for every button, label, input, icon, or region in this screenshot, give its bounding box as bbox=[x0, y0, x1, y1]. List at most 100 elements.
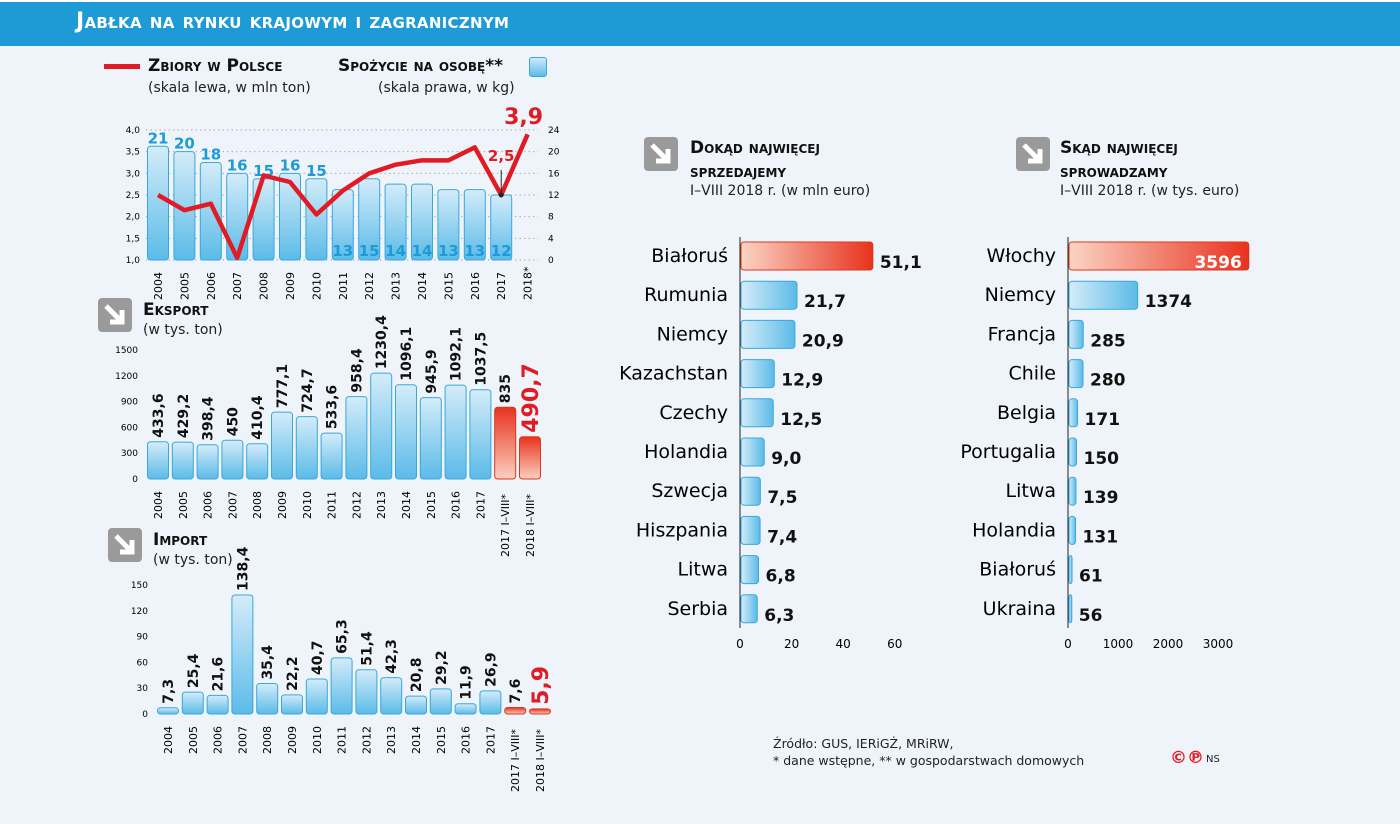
bar-value-label: 7,5 bbox=[767, 488, 797, 508]
bar bbox=[740, 515, 761, 545]
x-tick-label: 2005 bbox=[187, 726, 200, 754]
x-tick-label: 2007 bbox=[236, 726, 249, 754]
x-tick-label: 2006 bbox=[212, 726, 225, 754]
bar-value-label: 285 bbox=[1090, 331, 1126, 351]
bar bbox=[740, 437, 765, 467]
bar bbox=[1068, 359, 1084, 389]
x-tick-label: 2016 bbox=[460, 726, 473, 754]
bar-value-label: 13 bbox=[464, 242, 485, 260]
x-tick-label: 20 bbox=[784, 637, 799, 651]
category-label: Włochy bbox=[986, 245, 1056, 267]
category-label: Rumunia bbox=[644, 284, 728, 306]
bar-value-label: 65,3 bbox=[335, 619, 351, 654]
bar bbox=[1068, 515, 1077, 545]
bar-value-label: 13 bbox=[438, 242, 459, 260]
y-left-tick-label: 2,0 bbox=[126, 213, 141, 223]
bar bbox=[740, 594, 758, 624]
bar bbox=[330, 657, 353, 715]
bar-value-label: 5,9 bbox=[529, 666, 554, 705]
bar-value-label: 13 bbox=[332, 242, 353, 260]
x-tick-label: 2009 bbox=[276, 491, 289, 519]
bar-value-label: 12,9 bbox=[781, 371, 823, 391]
bar-value-label: 56 bbox=[1079, 606, 1103, 626]
category-label: Hiszpania bbox=[636, 519, 728, 541]
x-tick-label: 2016 bbox=[469, 272, 482, 300]
category-label: Belgia bbox=[997, 402, 1056, 424]
y-tick-label: 0 bbox=[142, 710, 148, 720]
bar bbox=[384, 183, 407, 261]
bar-value-label: 6,3 bbox=[764, 606, 794, 626]
bar bbox=[196, 444, 219, 480]
category-label: Białoruś bbox=[979, 559, 1056, 581]
y-tick-label: 1500 bbox=[115, 346, 138, 356]
bar bbox=[345, 396, 368, 480]
line-point bbox=[498, 192, 504, 198]
bar-value-label: 139 bbox=[1083, 488, 1119, 508]
bar-value-label: 21 bbox=[148, 129, 169, 147]
x-tick-label: 2014 bbox=[416, 272, 429, 300]
bar bbox=[504, 706, 527, 715]
y-tick-label: 900 bbox=[121, 398, 138, 408]
bar-value-label: 20 bbox=[174, 135, 195, 153]
import-title: Import bbox=[153, 530, 208, 550]
source-line-1: Źródło: GUS, IERiGŻ, MRiRW, bbox=[773, 736, 954, 751]
bar bbox=[279, 172, 301, 261]
x-tick-label: 2017 I–VIII* bbox=[499, 494, 512, 557]
bar-value-label: 1037,5 bbox=[473, 332, 489, 386]
bar-value-label: 777,1 bbox=[275, 364, 291, 408]
bar bbox=[305, 678, 328, 715]
x-tick-label: 2017 I–VIII* bbox=[509, 729, 522, 792]
bar bbox=[147, 441, 169, 480]
x-tick-label: 2006 bbox=[205, 272, 218, 300]
bar bbox=[1068, 241, 1250, 271]
bar bbox=[295, 416, 318, 480]
export-dest-title: Dokąd najwięcej sprzedajemy bbox=[690, 138, 820, 182]
x-tick-label: 2008 bbox=[258, 272, 271, 300]
x-tick-label: 60 bbox=[887, 637, 902, 651]
category-label: Niemcy bbox=[985, 284, 1056, 306]
export-subtitle: (w tys. ton) bbox=[143, 322, 223, 338]
category-label: Holandia bbox=[972, 519, 1056, 541]
bar bbox=[419, 397, 442, 480]
bar bbox=[740, 319, 796, 349]
x-tick-label: 2005 bbox=[178, 272, 191, 300]
bar-value-label: 433,6 bbox=[151, 393, 167, 437]
bar-value-label: 51,4 bbox=[359, 631, 375, 666]
y-tick-label: 1200 bbox=[115, 372, 138, 382]
bar bbox=[1068, 555, 1073, 585]
x-tick-label: 2017 bbox=[474, 491, 487, 519]
bar-value-label: 533,6 bbox=[325, 385, 341, 429]
bar bbox=[355, 669, 378, 715]
bar bbox=[1068, 319, 1084, 349]
y-right-tick-label: 16 bbox=[548, 169, 560, 179]
x-tick-label: 2000 bbox=[1153, 637, 1184, 651]
y-tick-label: 300 bbox=[121, 449, 138, 459]
bar-value-label: 14 bbox=[385, 242, 406, 260]
x-tick-label: 1000 bbox=[1103, 637, 1134, 651]
bar-value-label: 15 bbox=[306, 162, 327, 180]
y-tick-label: 600 bbox=[121, 423, 138, 433]
bar-value-label: 1374 bbox=[1145, 292, 1192, 312]
bar-value-label: 21,6 bbox=[211, 657, 227, 692]
bar bbox=[181, 691, 204, 715]
bar bbox=[1068, 280, 1139, 310]
bar bbox=[444, 384, 467, 480]
bar-value-label: 20,8 bbox=[409, 658, 425, 693]
bar bbox=[1068, 437, 1077, 467]
bar-value-label: 1092,1 bbox=[449, 327, 465, 381]
y-right-tick-label: 24 bbox=[548, 126, 560, 136]
x-tick-label: 2010 bbox=[301, 491, 314, 519]
category-label: Ukraina bbox=[983, 598, 1056, 620]
bar-value-label: 138,4 bbox=[235, 546, 251, 591]
bar-value-label: 1096,1 bbox=[399, 327, 415, 381]
bar bbox=[271, 411, 293, 480]
title-bar: Jabłka na rynku krajowym i zagranicznym bbox=[0, 0, 1400, 46]
bar bbox=[358, 178, 381, 261]
import-src-title: Skąd najwięcej sprowadzamy bbox=[1060, 138, 1178, 182]
x-tick-label: 2011 bbox=[326, 491, 339, 519]
bar bbox=[429, 688, 452, 715]
x-tick-label: 2011 bbox=[336, 726, 349, 754]
bar-value-label: 280 bbox=[1090, 371, 1126, 391]
bar-value-label: 490,7 bbox=[519, 363, 544, 433]
